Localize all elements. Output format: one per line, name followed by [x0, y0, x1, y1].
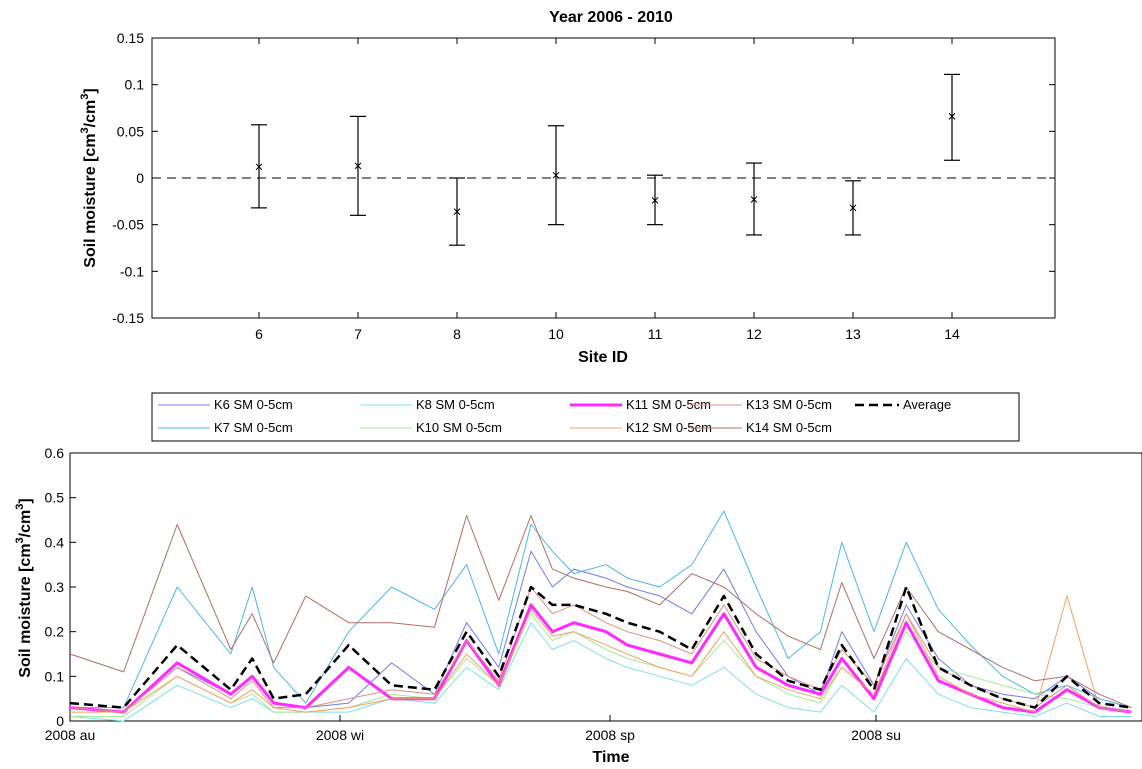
bottom-y-tick-label: 0.4 [45, 534, 65, 550]
top-y-tick-label: 0.15 [117, 30, 144, 46]
legend-box [151, 392, 1020, 442]
top-y-axis-label: Soil moisture [cm3/cm3] [79, 88, 99, 267]
mean-point [750, 196, 758, 203]
top-x-tick-label: 14 [944, 326, 960, 342]
bottom-x-tick-label: 2008 sp [585, 727, 635, 743]
bottom-y-axis-label: Soil moisture [cm3/cm3] [14, 498, 34, 677]
top-x-tick-label: 6 [255, 326, 263, 342]
bottom-x-tick-label: 2008 su [851, 727, 901, 743]
top-x-tick-label: 7 [354, 326, 362, 342]
bottom-y-tick-label: 0.3 [45, 579, 65, 595]
top-y-tick-label: -0.05 [112, 217, 144, 233]
bottom-y-axis: 0.6 0.5 0.4 0.3 0.2 0.1 0 [45, 445, 76, 729]
bottom-y-tick-label: 0 [56, 713, 64, 729]
top-x-tick-label: 12 [746, 326, 762, 342]
bottom-x-tick-label: 2008 au [45, 727, 96, 743]
legend: K6 SM 0-5cm K7 SM 0-5cm K8 SM 0-5cm K10 SM … [151, 392, 1020, 442]
top-y-tick-label: -0.1 [120, 263, 144, 279]
top-x-tick-label: 8 [453, 326, 461, 342]
legend-label: K13 SM 0-5cm [746, 397, 832, 412]
top-y-tick-label: 0 [136, 170, 144, 186]
mean-point [651, 197, 659, 204]
bottom-y-tick-label: 0.2 [45, 624, 65, 640]
time-series-lines [69, 510, 1132, 722]
bottom-y-tick-label: 0.5 [45, 490, 65, 506]
legend-label: K14 SM 0-5cm [746, 420, 832, 435]
top-y-tick-label: 0.1 [125, 77, 145, 93]
legend-label: K10 SM 0-5cm [416, 420, 502, 435]
legend-label: Average [903, 397, 951, 412]
top-x-axis: 6 7 8 10 11 12 13 14 [255, 38, 960, 342]
bottom-y-tick-label: 0.1 [45, 668, 65, 684]
time-series-chart: 0.6 0.5 0.4 0.3 0.2 0.1 0 2008 au 2008 wi 2008 s… [14, 445, 1142, 766]
top-x-tick-label: 13 [845, 326, 861, 342]
mean-point [948, 113, 956, 120]
bottom-y-tick-label: 0.6 [45, 445, 65, 461]
top-y-tick-label: 0.05 [117, 123, 144, 139]
mean-point [552, 171, 560, 179]
legend-label: K6 SM 0-5cm [214, 397, 293, 412]
bottom-x-axis-label: Time [592, 749, 629, 766]
series-line [69, 585, 1132, 709]
mean-point [453, 208, 461, 215]
legend-label: K8 SM 0-5cm [416, 397, 495, 412]
legend-label: K12 SM 0-5cm [626, 420, 712, 435]
top-chart-title: Year 2006 - 2010 [549, 9, 673, 26]
series-line [70, 510, 1132, 709]
legend-label: K11 SM 0-5cm [626, 397, 711, 412]
mean-point [354, 162, 362, 170]
mean-point [849, 204, 857, 212]
series-line [69, 603, 1132, 714]
top-y-axis: 0.15 0.1 0.05 0 -0.05 -0.1 -0.15 [112, 30, 1055, 326]
error-bar-chart: Year 2006 - 2010 0.15 0.1 0.05 0 -0.05 -0.1 -0… [79, 9, 1056, 366]
series-line [70, 613, 1132, 717]
top-x-tick-label: 11 [648, 326, 663, 342]
top-x-tick-label: 10 [548, 326, 564, 342]
legend-label: K7 SM 0-5cm [214, 420, 293, 435]
series-line [70, 595, 1132, 713]
error-bar-marks [251, 73, 960, 246]
top-x-axis-label: Site ID [578, 349, 628, 366]
mean-point [255, 163, 263, 171]
bottom-x-tick-label: 2008 wi [316, 727, 364, 743]
series-line [69, 515, 1132, 709]
top-y-tick-label: -0.15 [112, 310, 144, 326]
bottom-x-axis: 2008 au 2008 wi 2008 sp 2008 su [45, 715, 901, 743]
